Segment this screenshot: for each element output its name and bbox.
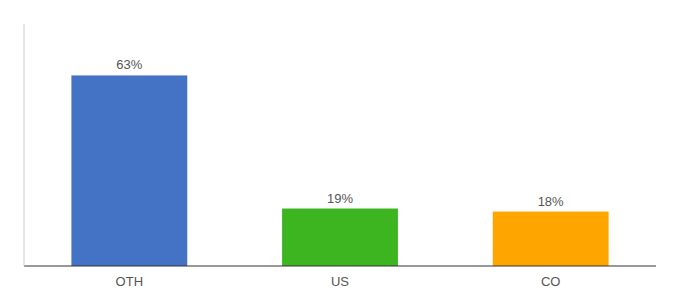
data-label: 63% <box>116 57 142 72</box>
x-tick-label: US <box>331 274 349 289</box>
x-tick-label: OTH <box>116 274 143 289</box>
x-tick-label: CO <box>541 274 561 289</box>
x-axis-line <box>24 266 656 267</box>
bar <box>282 209 398 266</box>
bar <box>71 75 187 266</box>
data-label: 19% <box>327 191 353 206</box>
chart-container: 63% 19% 18% OTH US CO <box>0 0 680 300</box>
data-label: 18% <box>538 194 564 209</box>
data-labels: 63% 19% 18% <box>116 57 564 208</box>
bars <box>71 75 608 266</box>
x-tick-labels: OTH US CO <box>116 274 561 289</box>
bar <box>493 212 609 266</box>
y-axis-line <box>24 24 25 266</box>
chart-svg: 63% 19% 18% OTH US CO <box>0 0 680 300</box>
